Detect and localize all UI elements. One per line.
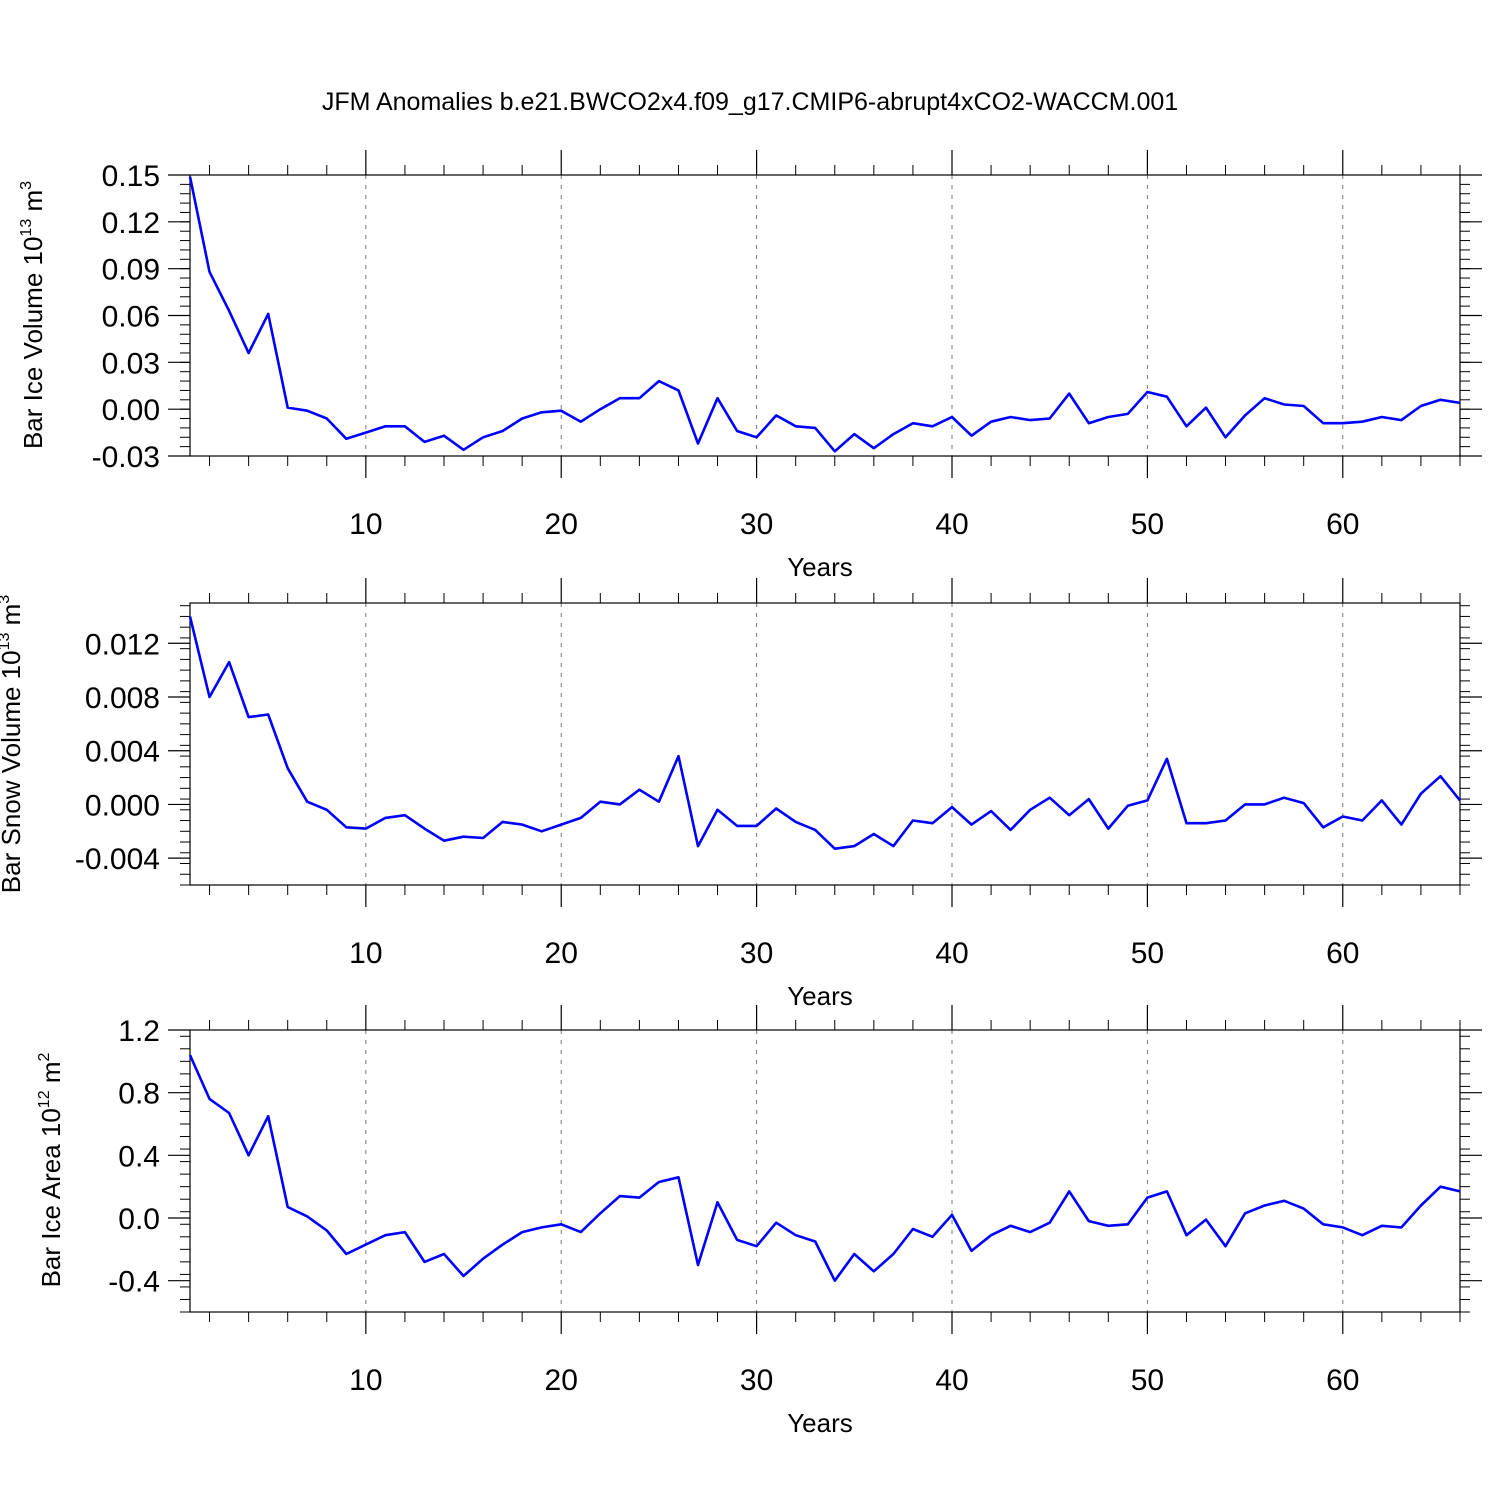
x-tick-label: 60 xyxy=(1326,508,1359,541)
series-line xyxy=(188,176,1461,453)
y-tick-label: 0.004 xyxy=(85,736,160,769)
x-tick-label: 40 xyxy=(935,937,968,970)
plot-frame xyxy=(189,1029,1461,1313)
panel-2: 10 20 30 40 50 60 -0.004 0.000 0.004 0.008 0.012 Ye… xyxy=(0,578,1482,1011)
figure-title: JFM Anomalies b.e21.BWCO2x4.f09_g17.CMIP… xyxy=(322,88,1178,116)
y-axis-label: Bar Snow Volume 1013 m3 xyxy=(0,595,26,894)
x-tick-label: 40 xyxy=(935,508,968,541)
x-tick-label: 30 xyxy=(740,1364,773,1397)
y-axis-label: Bar Ice Area 1012 m2 xyxy=(36,1052,66,1287)
y-tick-label: 0.09 xyxy=(102,254,160,287)
x-axis-label: Years xyxy=(787,981,853,1011)
plot-frame xyxy=(189,174,1461,457)
y-tick-label: -0.4 xyxy=(108,1266,160,1299)
y-tick-label: 0.000 xyxy=(85,789,160,822)
x-tick-label: 20 xyxy=(545,937,578,970)
y-tick-label: 0.06 xyxy=(102,301,160,334)
x-axis-label: Years xyxy=(787,1408,853,1438)
x-tick-label: 20 xyxy=(545,508,578,541)
y-tick-label: 0.15 xyxy=(102,160,160,193)
x-tick-label: 60 xyxy=(1326,937,1359,970)
x-tick-label: 50 xyxy=(1131,937,1164,970)
x-tick-label: 20 xyxy=(545,1364,578,1397)
y-tick-label: 0.00 xyxy=(102,394,160,427)
y-tick-label: 0.008 xyxy=(85,682,160,715)
x-tick-label: 50 xyxy=(1131,508,1164,541)
y-tick-label: 0.4 xyxy=(118,1140,160,1173)
y-axis-label: Bar Ice Volume 1013 m3 xyxy=(18,181,48,449)
y-tick-label: -0.004 xyxy=(75,843,160,876)
x-tick-label: 40 xyxy=(935,1364,968,1397)
x-tick-label: 50 xyxy=(1131,1364,1164,1397)
x-tick-label: 10 xyxy=(349,937,382,970)
plot-frame xyxy=(189,602,1461,886)
x-tick-label: 30 xyxy=(740,937,773,970)
y-tick-label: -0.03 xyxy=(92,441,160,474)
series-line xyxy=(188,1054,1461,1282)
y-tick-label: 0.03 xyxy=(102,347,160,380)
y-tick-label: 0.8 xyxy=(118,1078,160,1111)
y-tick-label: 0.012 xyxy=(85,628,160,661)
x-tick-label: 30 xyxy=(740,508,773,541)
panel-3: 10 20 30 40 50 60 -0.4 0.0 0.4 0.8 1.2 Years Bar Ice… xyxy=(36,1005,1482,1438)
y-tick-label: 0.12 xyxy=(102,207,160,240)
x-tick-label: 60 xyxy=(1326,1364,1359,1397)
y-tick-label: 1.2 xyxy=(118,1015,160,1048)
panel-1: 10 20 30 40 50 60 -0.03 0.00 0.03 0.06 0.09 0.12 0.1… xyxy=(18,150,1482,582)
x-axis-label: Years xyxy=(787,552,853,582)
x-tick-label: 10 xyxy=(349,508,382,541)
x-tick-label: 10 xyxy=(349,1364,382,1397)
series-line xyxy=(188,616,1462,851)
y-tick-label: 0.0 xyxy=(118,1203,160,1236)
